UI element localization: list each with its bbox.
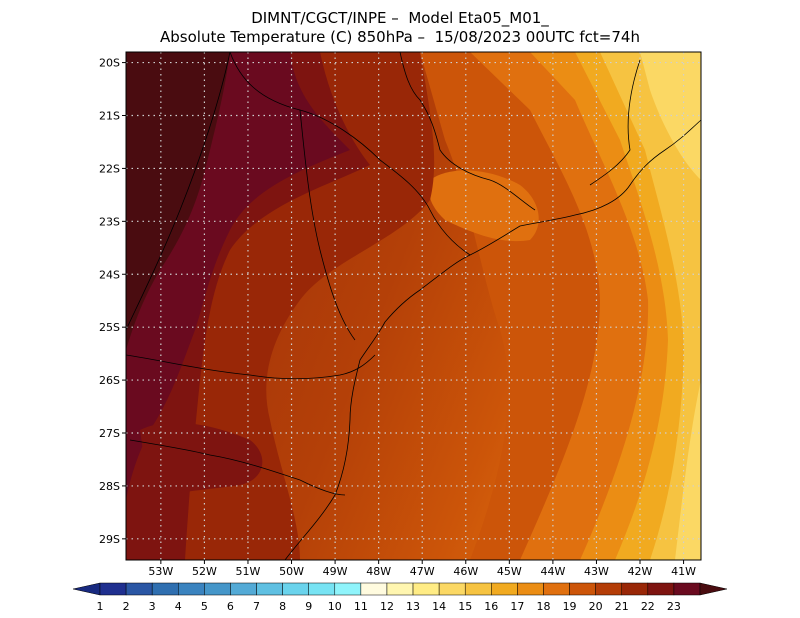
lat-label: 26S [99, 374, 120, 387]
colorbar-label: 14 [432, 600, 446, 613]
state-border-2 [399, 52, 536, 211]
colorbar-label: 1 [97, 600, 104, 613]
state-border-3 [589, 59, 641, 186]
state-border-4 [126, 354, 376, 380]
colorbar-swatch [543, 582, 570, 596]
colorbar-label: 21 [615, 600, 629, 613]
pocket-18 [428, 170, 539, 242]
colorbar-label: 5 [201, 600, 208, 613]
lat-label: 20S [99, 57, 120, 70]
state-border-5 [129, 439, 346, 496]
temperature-field [126, 52, 701, 560]
colorbar-label: 11 [354, 600, 368, 613]
colorbar-label: 12 [380, 600, 394, 613]
lon-label: 48W [366, 565, 391, 578]
title-line-1: DIMNT/CGCT/INPE – Model Eta05_M01_ [251, 9, 549, 27]
lon-label: 47W [410, 565, 435, 578]
state-border-7 [299, 109, 356, 341]
lon-label: 50W [279, 565, 304, 578]
colorbar-label: 6 [227, 600, 234, 613]
colorbar-label: 3 [149, 600, 156, 613]
colorbar-swatch [151, 582, 179, 596]
lon-label: 42W [628, 565, 653, 578]
colorbar: 1 2 3 4 5 6 7 8 9 10 11 12 13 14 15 16 17 18 19 20 21 22 23 [72, 582, 728, 613]
lon-label: 49W [323, 565, 348, 578]
lat-label: 22S [99, 162, 120, 175]
colorbar-swatch [673, 582, 701, 596]
latitude-labels: 20S 21S 22S 23S 24S 25S 26S 27S 28S 29S [99, 57, 126, 546]
colorbar-swatch [308, 582, 336, 596]
lon-label: 41W [671, 565, 696, 578]
colorbar-swatch [412, 582, 440, 596]
colorbar-swatch [204, 582, 231, 596]
colorbar-label: 10 [328, 600, 342, 613]
state-border-6 [126, 52, 231, 331]
colorbar-swatch [256, 582, 283, 596]
colorbar-swatch [125, 582, 153, 596]
lon-label: 45W [497, 565, 522, 578]
colorbar-label: 19 [563, 600, 577, 613]
lat-label: 27S [99, 427, 120, 440]
colorbar-swatch [595, 582, 622, 596]
lon-label: 52W [192, 565, 217, 578]
colorbar-arrow-right [699, 582, 728, 596]
colorbar-swatch [647, 582, 675, 596]
band-15 [600, 52, 701, 560]
lat-label: 21S [99, 110, 120, 123]
colorbar-label: 13 [406, 600, 420, 613]
colorbar-swatch [464, 582, 492, 596]
map-frame [125, 51, 702, 561]
lat-label: 24S [99, 268, 120, 281]
colorbar-label: 16 [484, 600, 498, 613]
colorbar-swatch [491, 582, 518, 596]
colorbar-swatch [230, 582, 257, 596]
colorbar-swatch [282, 582, 309, 596]
colorbar-swatch [621, 582, 649, 596]
colorbar-label: 7 [253, 600, 260, 613]
colorbar-label: 2 [123, 600, 130, 613]
colorbar-label: 17 [510, 600, 524, 613]
lon-label: 44W [540, 565, 565, 578]
lat-label: 28S [99, 480, 120, 493]
lat-label: 25S [99, 321, 120, 334]
colorbar-label: 23 [667, 600, 681, 613]
lon-label: 43W [584, 565, 609, 578]
colorbar-swatch [386, 582, 414, 596]
colorbar-swatch [334, 582, 362, 596]
graticule [126, 52, 701, 560]
colorbar-swatch [99, 582, 127, 596]
colorbar-label: 8 [279, 600, 286, 613]
colorbar-label: 9 [305, 600, 312, 613]
colorbar-label: 4 [175, 600, 182, 613]
title-line-2: Absolute Temperature (C) 850hPa – 15/08/… [160, 28, 640, 46]
lon-label: 51W [236, 565, 261, 578]
colorbar-label: 15 [458, 600, 472, 613]
band-14b [675, 380, 701, 560]
lon-label: 53W [148, 565, 173, 578]
lat-label: 23S [99, 215, 120, 228]
lat-label: 29S [99, 533, 120, 546]
colorbar-swatch [517, 582, 544, 596]
longitude-labels: 53W 52W 51W 50W 49W 48W 47W 46W 45W 44W 43W 42W 41W [148, 560, 696, 578]
colorbar-label: 20 [589, 600, 603, 613]
state-border-1 [229, 52, 471, 256]
colorbar-label: 22 [641, 600, 655, 613]
colorbar-swatch [360, 582, 388, 596]
colorbar-swatch [178, 582, 205, 596]
colorbar-arrow-left [72, 582, 101, 596]
band-22-south [140, 422, 263, 500]
colorbar-label: 18 [536, 600, 550, 613]
lon-label: 46W [453, 565, 478, 578]
colorbar-swatch [438, 582, 466, 596]
colorbar-swatch [569, 582, 596, 596]
